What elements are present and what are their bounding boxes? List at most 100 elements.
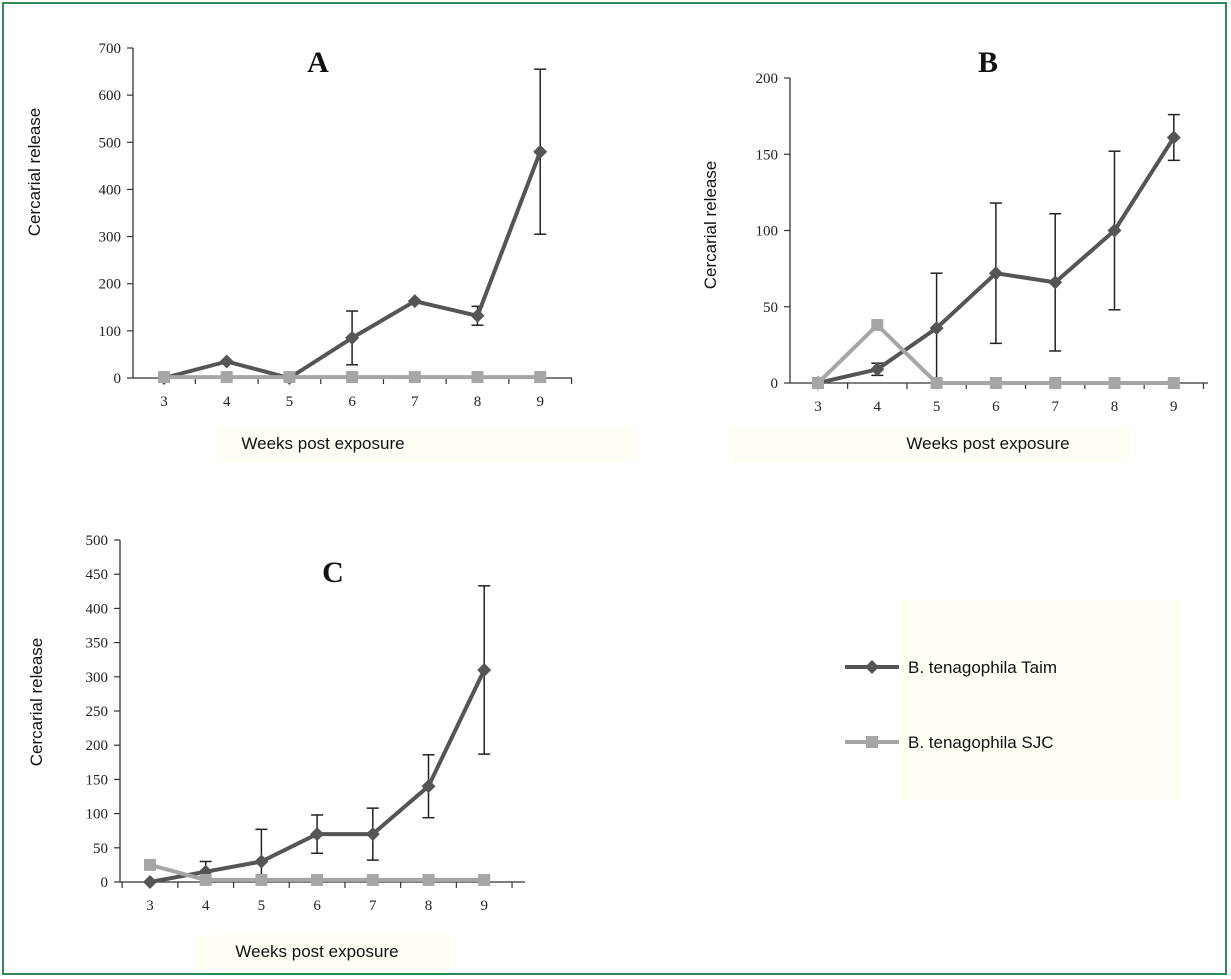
panel-a-y-tick-label: 300 (99, 230, 122, 246)
panel-c-y-tick-label: 250 (86, 704, 109, 720)
panel-a-x-tick-label: 5 (286, 394, 294, 410)
panel-c-sjc-point (199, 873, 212, 886)
panel-c-sjc-point (366, 873, 379, 886)
panel-a-y-tick-label: 500 (99, 135, 122, 151)
panel-c-x-tick-label: 3 (146, 898, 154, 914)
legend-marker-taim (865, 660, 879, 674)
panel-a-x-tick-label: 6 (348, 394, 356, 410)
panel-c-taim-point (143, 875, 157, 889)
legend: B. tenagophila Taim B. tenagophila SJC (845, 658, 1057, 752)
panel-c-y-tick-label: 200 (86, 738, 109, 754)
panel-b-taim-point (1166, 130, 1181, 145)
panel-a-x-tick-label: 7 (411, 394, 419, 410)
panel-c-x-tick-label: 6 (313, 898, 321, 914)
panel-b-x-tick-label: 6 (992, 399, 1000, 415)
panel-c-x-tick-label: 5 (258, 898, 266, 914)
legend-label-sjc: B. tenagophila SJC (908, 733, 1054, 752)
panel-a-sjc-point (471, 371, 484, 384)
panel-c-taim-point (477, 662, 492, 677)
panel-c-x-tick-label: 4 (202, 898, 210, 914)
panel-a-sjc-point (346, 371, 359, 384)
panel-a-title: A (307, 46, 329, 79)
panel-b-ylabel: Cercarial release (701, 161, 720, 290)
panel-c-y-tick-label: 100 (86, 807, 109, 823)
panel-a-sjc-point (283, 371, 296, 384)
panel-b-taim-point (1048, 275, 1063, 290)
panel-a-taim-point (470, 308, 485, 323)
panel-b-sjc-point (812, 377, 824, 389)
chart-panel-b: B Weeks post exposure Cercarial release … (701, 46, 1208, 453)
panel-c-xlabel-bg (195, 935, 450, 969)
panel-b-sjc-point (1167, 377, 1180, 389)
panel-b-x-tick-label: 8 (1111, 399, 1119, 415)
panel-a-y-tick-label: 600 (99, 88, 122, 104)
panel-b-taim-point (1107, 223, 1122, 238)
panel-c-y-tick-label: 50 (93, 841, 108, 857)
legend-bg (900, 600, 1180, 800)
panel-b-xlabel-bg (730, 428, 1130, 462)
panel-c-y-tick-label: 0 (101, 875, 109, 891)
chart-panel-c: C Weeks post exposure Cercarial release … (27, 533, 525, 961)
panel-c-y-tick-label: 450 (86, 567, 109, 583)
panel-c-sjc-point (255, 873, 268, 886)
panel-b-title: B (978, 46, 998, 79)
panel-c-x-tick-label: 9 (480, 898, 488, 914)
panel-a-taim-point (219, 354, 234, 369)
panel-a-y-tick-label: 400 (99, 182, 122, 198)
panel-b-y-tick-label: 100 (756, 224, 779, 240)
panel-c-x-tick-label: 7 (369, 898, 377, 914)
panel-c-sjc-point (422, 873, 435, 886)
panel-b-y-tick-label: 200 (756, 71, 779, 87)
panel-b-y-tick-label: 50 (763, 300, 778, 316)
panel-a-y-tick-label: 0 (114, 371, 122, 387)
panel-a-x-tick-label: 3 (160, 394, 168, 410)
panel-b-x-tick-label: 7 (1051, 399, 1059, 415)
panel-b-x-tick-label: 9 (1170, 399, 1178, 415)
panel-c-y-tick-label: 400 (86, 601, 109, 617)
panel-b-sjc-point (930, 377, 943, 389)
panel-b-y-tick-label: 150 (756, 147, 779, 163)
panel-a-taim-point (533, 144, 548, 159)
panel-b-sjc-point (871, 319, 884, 332)
panel-c-taim-point (421, 779, 436, 794)
panel-c-y-tick-label: 350 (86, 636, 109, 652)
legend-label-taim: B. tenagophila Taim (908, 658, 1057, 677)
panel-c-sjc-point (311, 873, 324, 886)
panel-b-sjc-point (1049, 377, 1062, 389)
panel-c-taim-point (254, 854, 269, 869)
panel-a-y-tick-label: 700 (99, 41, 122, 57)
panel-c-sjc-point (144, 858, 156, 871)
panel-b-sjc-point (1108, 377, 1121, 389)
panel-c-x-tick-label: 8 (425, 898, 433, 914)
panel-a-sjc-point (158, 371, 170, 384)
panel-a-x-tick-label: 4 (223, 394, 231, 410)
panel-b-taim-point (870, 362, 885, 377)
panel-b-sjc-point (989, 377, 1002, 389)
panel-a-x-tick-label: 9 (536, 394, 544, 410)
chart-panel-a: A Weeks post exposure Cercarial release … (25, 41, 573, 453)
panel-b-x-tick-label: 5 (933, 399, 941, 415)
panel-b-y-tick-label: 0 (771, 376, 779, 392)
panel-c-sjc-point (478, 873, 491, 886)
panel-a-sjc-point (534, 371, 547, 384)
panel-a-taim-point (407, 294, 422, 309)
panel-a-x-tick-label: 8 (474, 394, 482, 410)
panel-a-sjc-point (220, 371, 233, 384)
panel-a-y-tick-label: 200 (99, 277, 122, 293)
panel-a-sjc-point (408, 371, 421, 384)
panel-b-xlabel: Weeks post exposure (906, 434, 1069, 453)
panel-c-xlabel: Weeks post exposure (235, 942, 398, 961)
panel-b-x-tick-label: 3 (814, 399, 822, 415)
panel-b-x-tick-label: 4 (874, 399, 882, 415)
panel-a-y-tick-label: 100 (99, 324, 122, 340)
panel-a-ylabel: Cercarial release (25, 108, 44, 237)
panel-c-title: C (322, 556, 344, 589)
panel-a-xlabel-bg (215, 428, 635, 462)
panel-c-ylabel: Cercarial release (27, 638, 46, 767)
legend-marker-sjc (866, 736, 878, 748)
panel-c-taim-point (365, 827, 380, 842)
panel-a-taim-point (345, 330, 360, 345)
panel-b-taim-point (988, 266, 1003, 281)
